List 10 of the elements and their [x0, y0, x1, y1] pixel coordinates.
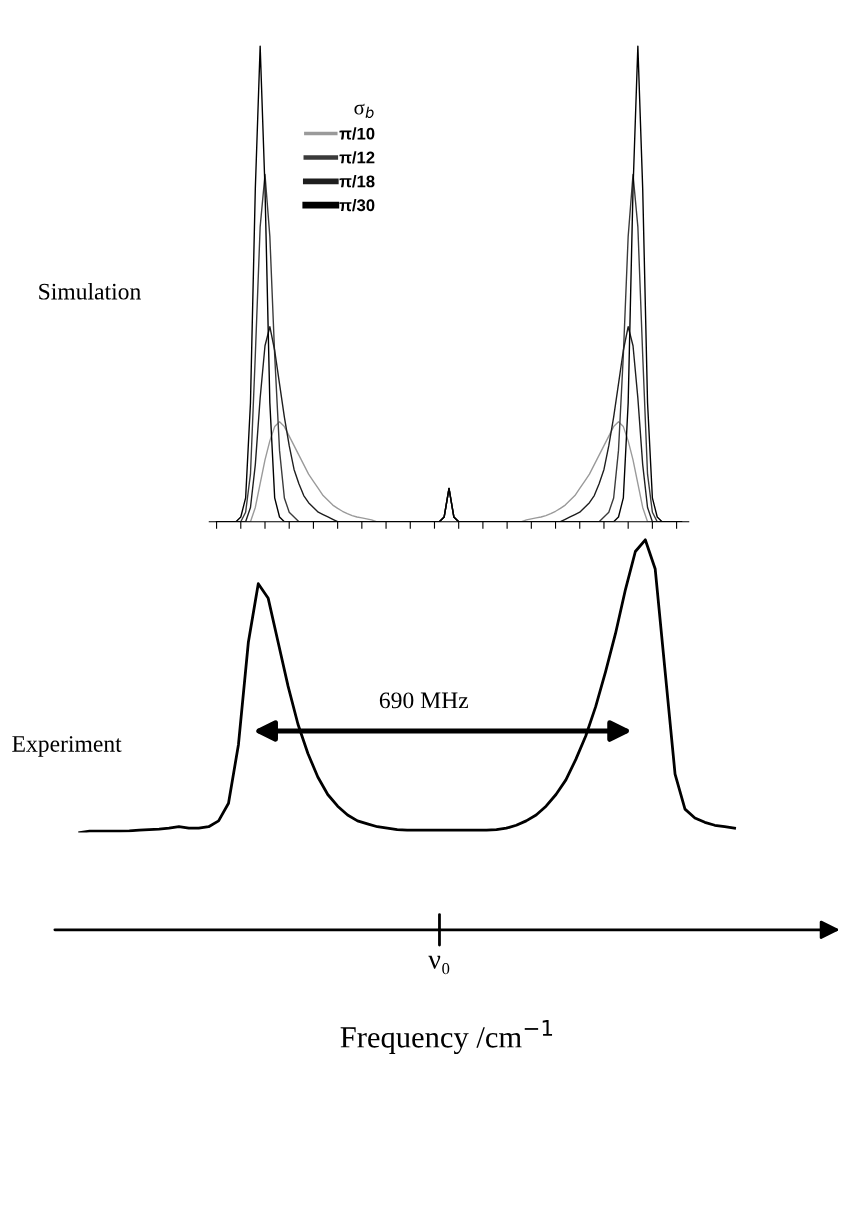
legend-label: π/18	[339, 175, 375, 188]
y-axis-title: Experiment	[12, 736, 122, 757]
legend-label: π/12	[339, 151, 375, 164]
legend-label: π/30	[339, 198, 375, 212]
legend-label: π/10	[339, 127, 375, 140]
text: ν₀	[428, 955, 450, 975]
annotation: 690 MHz	[379, 692, 469, 709]
x-axis-title: Frequency /cm$^{−1}$	[340, 1020, 553, 1054]
legend-title: σ$_{b}$	[354, 103, 374, 118]
y-axis-title: Simulation	[39, 283, 141, 300]
